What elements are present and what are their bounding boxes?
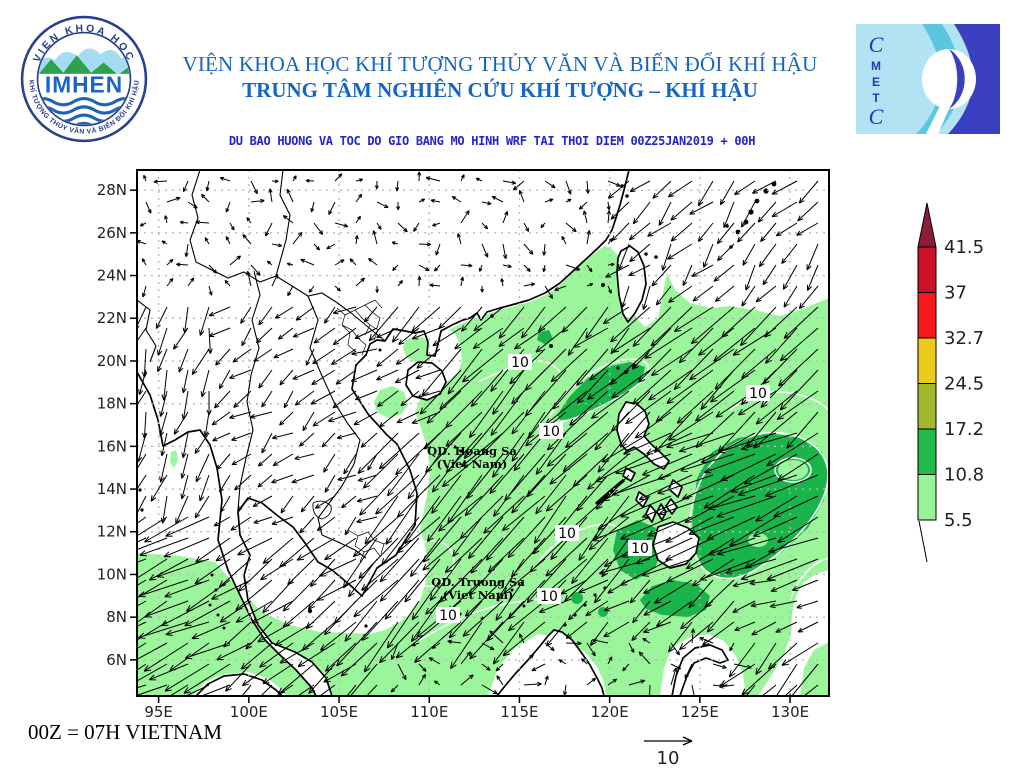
- imhen-acronym: IMHEN: [45, 71, 123, 97]
- coastlines-land: [137, 170, 729, 696]
- svg-text:24N: 24N: [97, 267, 127, 285]
- svg-text:10: 10: [542, 424, 560, 440]
- svg-text:10: 10: [439, 608, 457, 624]
- svg-text:10: 10: [749, 386, 767, 402]
- forecast-product-title: DU BAO HUONG VA TOC DO GIO BANG MO HINH …: [228, 134, 756, 148]
- wind-vector-arrows: [137, 171, 819, 696]
- axis-ticks-labels: 28N 26N 24N 22N 20N 18N 16N 14N 12N 10N 8N 6N 95E 100…: [97, 181, 809, 721]
- svg-text:18N: 18N: [97, 395, 127, 413]
- svg-text:16N: 16N: [97, 437, 127, 455]
- hoang-sa-label: QD. Hoang Sa: [427, 444, 517, 458]
- svg-text:8N: 8N: [106, 608, 127, 626]
- svg-text:5.5: 5.5: [944, 510, 973, 531]
- map-frame: [136, 169, 830, 697]
- palawan-island: [594, 478, 626, 506]
- cmetc-letter-e: E: [872, 75, 880, 89]
- contour-value-labels: 10 10 10 10 10 10 10: [436, 354, 770, 624]
- svg-text:32.7: 32.7: [944, 328, 984, 349]
- svg-text:14N: 14N: [97, 480, 127, 498]
- map-annotations: QD. Hoang Sa (Viet Nam) QD. Truong Sa (V…: [427, 444, 525, 602]
- imhen-logo: IMHEN VIEN KHOA HOC KHÍ TƯỢNG THỦY VĂN V…: [20, 15, 148, 143]
- time-conversion-note: 00Z = 07H VIETNAM: [28, 720, 223, 744]
- svg-text:120E: 120E: [591, 703, 629, 721]
- svg-text:10: 10: [631, 541, 649, 557]
- hoang-sa-label2: (Viet Nam): [437, 457, 508, 471]
- center-name: TRUNG TÂM NGHIÊN CỨU KHÍ TƯỢNG – KHÍ HẬU: [242, 78, 758, 102]
- svg-text:130E: 130E: [771, 703, 809, 721]
- cmetc-logo: C M E T C: [856, 24, 1000, 134]
- borneo-island: [496, 629, 605, 696]
- svg-text:95E: 95E: [144, 703, 173, 721]
- hainan-island: [405, 361, 447, 401]
- svg-text:100E: 100E: [230, 703, 268, 721]
- svg-text:17.2: 17.2: [944, 419, 984, 440]
- cmetc-letter-c2: C: [869, 104, 884, 129]
- svg-text:10N: 10N: [97, 565, 127, 583]
- svg-text:20N: 20N: [97, 352, 127, 370]
- svg-text:22N: 22N: [97, 309, 127, 327]
- truong-sa-label2: (Viet Nam): [443, 588, 514, 602]
- svg-text:12N: 12N: [97, 523, 127, 541]
- svg-text:105E: 105E: [320, 703, 358, 721]
- svg-text:41.5: 41.5: [944, 237, 984, 258]
- svg-text:6N: 6N: [106, 651, 127, 669]
- sulawesi-island: [671, 644, 729, 696]
- svg-text:26N: 26N: [97, 224, 127, 242]
- svg-text:10.8: 10.8: [944, 465, 984, 486]
- svg-text:125E: 125E: [681, 703, 719, 721]
- cmetc-letter-c1: C: [869, 32, 884, 57]
- wind-speed-legend: 41.5 37 32.7 24.5 17.2 10.8 5.5: [917, 202, 984, 563]
- svg-text:24.5: 24.5: [944, 374, 984, 395]
- svg-text:28N: 28N: [97, 181, 127, 199]
- reference-vector: 10: [644, 736, 693, 768]
- svg-text:110E: 110E: [410, 703, 448, 721]
- cmetc-letter-t: T: [872, 91, 880, 105]
- svg-text:10: 10: [540, 589, 558, 605]
- country-borders: [137, 170, 386, 559]
- svg-text:115E: 115E: [500, 703, 538, 721]
- reference-vector-label: 10: [657, 748, 680, 768]
- svg-text:10: 10: [511, 355, 529, 371]
- svg-text:10: 10: [558, 526, 576, 542]
- imhen-logo-art: IMHEN: [38, 48, 130, 125]
- cmetc-letter-m: M: [871, 59, 881, 73]
- asia-mainland: [137, 170, 630, 696]
- institute-name: VIỆN KHOA HỌC KHÍ TƯỢNG THỦY VĂN VÀ BIẾN…: [182, 52, 818, 76]
- svg-text:37: 37: [944, 283, 967, 304]
- truong-sa-label: QD. Truong Sa: [431, 575, 525, 589]
- taiwan-island: [616, 245, 647, 323]
